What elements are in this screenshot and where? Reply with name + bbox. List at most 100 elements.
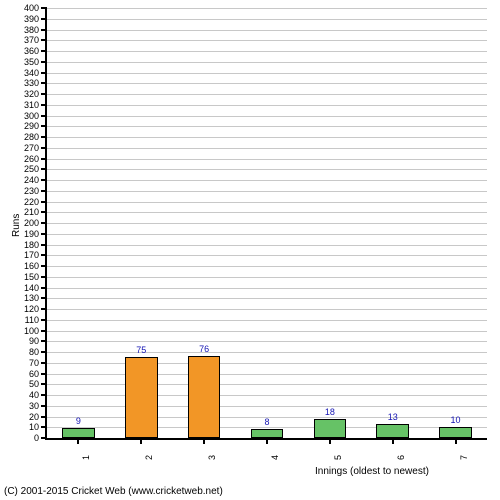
y-tick-label: 140 [24, 283, 47, 293]
y-tick-label: 330 [24, 78, 47, 88]
y-tick-label: 170 [24, 250, 47, 260]
bar-value-label: 8 [264, 417, 269, 427]
y-tick-label: 260 [24, 154, 47, 164]
x-tick-label: 7 [459, 455, 469, 460]
y-tick-label: 80 [29, 347, 47, 357]
y-tick-label: 300 [24, 111, 47, 121]
gridline [47, 223, 487, 224]
gridline [47, 202, 487, 203]
gridline [47, 105, 487, 106]
y-tick-label: 210 [24, 207, 47, 217]
copyright-text: (C) 2001-2015 Cricket Web (www.cricketwe… [4, 486, 223, 497]
y-tick-label: 250 [24, 164, 47, 174]
gridline [47, 73, 487, 74]
bar [188, 356, 221, 438]
y-tick-label: 0 [34, 433, 47, 443]
gridline [47, 62, 487, 63]
bar-value-label: 75 [136, 345, 146, 355]
gridline [47, 19, 487, 20]
gridline [47, 8, 487, 9]
gridline [47, 374, 487, 375]
gridline [47, 309, 487, 310]
plot-area: 0102030405060708090100110120130140150160… [45, 8, 487, 440]
gridline [47, 406, 487, 407]
bar-value-label: 13 [388, 412, 398, 422]
gridline [47, 245, 487, 246]
x-tick [266, 438, 268, 444]
y-tick-label: 380 [24, 25, 47, 35]
gridline [47, 277, 487, 278]
y-tick-label: 10 [29, 422, 47, 432]
y-tick-label: 220 [24, 197, 47, 207]
bar [376, 424, 409, 438]
gridline [47, 341, 487, 342]
y-axis-label: Runs [11, 214, 22, 237]
gridline [47, 266, 487, 267]
gridline [47, 234, 487, 235]
gridline [47, 116, 487, 117]
gridline [47, 30, 487, 31]
x-tick-label: 5 [333, 455, 343, 460]
x-tick [203, 438, 205, 444]
x-tick [140, 438, 142, 444]
x-tick [329, 438, 331, 444]
y-tick-label: 70 [29, 358, 47, 368]
gridline [47, 395, 487, 396]
y-tick-label: 30 [29, 401, 47, 411]
chart-container: 0102030405060708090100110120130140150160… [0, 0, 500, 500]
y-tick-label: 340 [24, 68, 47, 78]
y-tick-label: 190 [24, 229, 47, 239]
gridline [47, 83, 487, 84]
bar [439, 427, 472, 438]
y-tick-label: 90 [29, 336, 47, 346]
y-tick-label: 240 [24, 175, 47, 185]
y-tick-label: 130 [24, 293, 47, 303]
y-tick-label: 400 [24, 3, 47, 13]
gridline [47, 352, 487, 353]
gridline [47, 169, 487, 170]
y-tick-label: 290 [24, 121, 47, 131]
gridline [47, 159, 487, 160]
bar-value-label: 9 [76, 416, 81, 426]
gridline [47, 191, 487, 192]
gridline [47, 298, 487, 299]
bar [314, 419, 347, 438]
y-tick-label: 180 [24, 240, 47, 250]
y-tick-label: 200 [24, 218, 47, 228]
bar [125, 357, 158, 438]
gridline [47, 363, 487, 364]
y-tick-label: 120 [24, 304, 47, 314]
x-tick [392, 438, 394, 444]
y-tick-label: 100 [24, 326, 47, 336]
bar-value-label: 18 [325, 407, 335, 417]
x-tick-label: 6 [396, 455, 406, 460]
y-tick-label: 60 [29, 369, 47, 379]
bar-value-label: 76 [199, 344, 209, 354]
x-tick [77, 438, 79, 444]
gridline [47, 148, 487, 149]
gridline [47, 331, 487, 332]
x-tick-label: 1 [81, 455, 91, 460]
bar [62, 428, 95, 438]
gridline [47, 137, 487, 138]
y-tick-label: 150 [24, 272, 47, 282]
bar [251, 429, 284, 438]
gridline [47, 40, 487, 41]
y-tick-label: 160 [24, 261, 47, 271]
bar-value-label: 10 [451, 415, 461, 425]
x-tick-label: 4 [270, 455, 280, 460]
y-tick-label: 50 [29, 379, 47, 389]
gridline [47, 320, 487, 321]
x-tick [455, 438, 457, 444]
y-tick-label: 270 [24, 143, 47, 153]
y-tick-label: 40 [29, 390, 47, 400]
y-tick-label: 370 [24, 35, 47, 45]
gridline [47, 255, 487, 256]
y-tick-label: 360 [24, 46, 47, 56]
gridline [47, 212, 487, 213]
gridline [47, 51, 487, 52]
y-tick-label: 280 [24, 132, 47, 142]
y-tick-label: 230 [24, 186, 47, 196]
x-tick-label: 2 [144, 455, 154, 460]
y-tick-label: 20 [29, 412, 47, 422]
